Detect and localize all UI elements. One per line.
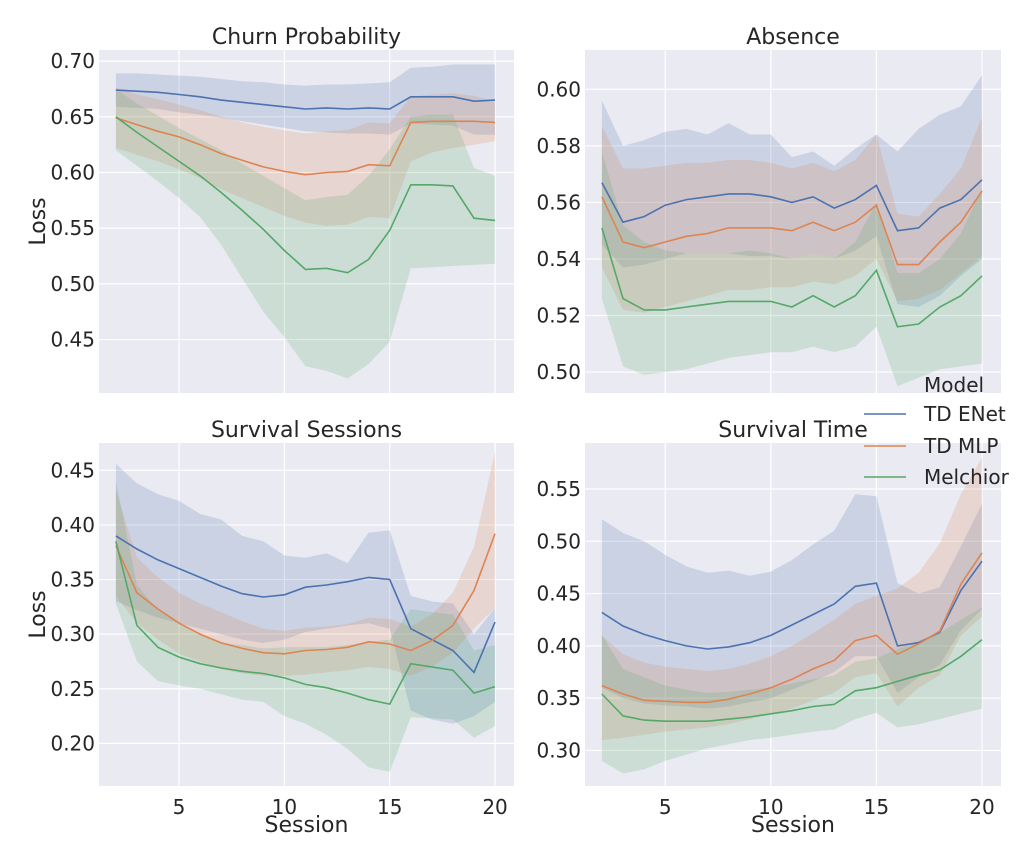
series-line-td-mlp: [601, 552, 983, 704]
confidence-band-td-enet: [115, 463, 496, 724]
y-tick-label: 0.45: [50, 328, 95, 352]
y-tick-label: 0.55: [536, 477, 581, 501]
confidence-band-td-enet: [601, 494, 982, 709]
y-tick-label: 0.56: [536, 190, 581, 214]
y-tick-label: 0.40: [50, 513, 95, 537]
y-tick-label: 0.35: [50, 568, 95, 592]
subplot-grid: 0.45 0.50 0.55 0.60 0.65 0.70 Churn Probabilit…: [26, 25, 1001, 838]
plot-area: [99, 50, 514, 393]
x-tick-label: 10: [758, 795, 783, 819]
series-line-melchior: [115, 541, 496, 706]
y-tick-label: 0.30: [50, 622, 95, 646]
y-tick-label: 0.40: [536, 634, 581, 658]
y-tick-label: 0.35: [536, 686, 581, 710]
plot-area: [585, 50, 1001, 393]
legend-entry-td-mlp: TD MLP: [864, 434, 998, 458]
y-tick-label: 0.52: [536, 304, 581, 328]
series-line-melchior: [601, 227, 983, 328]
subplot-survival-time: 5 10 15 20 0.30 0.35 0.40 0.45 0.50 0.55 Survival …: [536, 418, 1001, 838]
y-tick-label: 0.45: [536, 582, 581, 606]
series-line-td-enet: [115, 535, 496, 674]
confidence-band-melchior: [601, 151, 982, 387]
confidence-band-td-mlp: [601, 457, 982, 740]
subplot-title: Churn Probability: [212, 25, 401, 50]
legend-entry-melchior: Melchior: [864, 465, 1010, 489]
subplot-churn-probability: 0.45 0.50 0.55 0.60 0.65 0.70 Churn Probabilit…: [26, 25, 514, 393]
series-line-melchior: [601, 638, 983, 723]
y-tick-label: 0.30: [536, 738, 581, 762]
legend-label: TD MLP: [923, 434, 998, 458]
x-tick-label: 5: [173, 795, 186, 819]
legend-entry-td-enet: TD ENet: [864, 402, 1006, 426]
subplot-absence: 0.50 0.52 0.54 0.56 0.58 0.60 Absence: [536, 25, 1001, 393]
subplot-survival-sessions: 5 10 15 20 0.20 0.25 0.30 0.35 0.40 0.45 Survival …: [26, 418, 514, 838]
x-tick-label: 10: [272, 795, 297, 819]
y-tick-label: 0.50: [536, 360, 581, 384]
y-tick-label: 0.70: [50, 49, 95, 73]
series-line-td-enet: [115, 89, 496, 110]
subplot-title: Survival Time: [718, 418, 868, 443]
series-line-td-mlp: [601, 190, 983, 266]
y-tick-label: 0.60: [536, 77, 581, 101]
confidence-band-td-mlp: [115, 87, 496, 227]
y-tick-label: 0.45: [50, 458, 95, 482]
confidence-band-td-mlp: [115, 451, 496, 676]
legend-label: TD ENet: [923, 402, 1006, 426]
legend: Model TD ENet TD MLP Melchior: [864, 373, 1010, 489]
x-axis-label: Session: [265, 813, 349, 838]
series-line-melchior: [115, 116, 496, 274]
plot-area: [585, 443, 1001, 786]
y-tick-label: 0.55: [50, 216, 95, 240]
confidence-band-melchior: [601, 607, 982, 774]
confidence-band-td-enet: [115, 64, 496, 135]
x-tick-label: 15: [864, 795, 889, 819]
x-tick-label: 15: [377, 795, 402, 819]
series-line-td-enet: [601, 179, 983, 232]
subplot-title: Absence: [746, 25, 840, 50]
y-axis-label: Loss: [26, 590, 51, 638]
legend-label: Melchior: [924, 465, 1010, 489]
legend-title: Model: [924, 373, 984, 397]
subplot-title: Survival Sessions: [211, 418, 402, 443]
plot-area: [99, 443, 514, 786]
y-axis-label: Loss: [26, 197, 51, 245]
y-tick-label: 0.54: [536, 247, 581, 271]
series-line-td-mlp: [115, 117, 496, 176]
confidence-band-td-enet: [601, 75, 982, 307]
y-tick-label: 0.20: [50, 731, 95, 755]
y-tick-label: 0.65: [50, 105, 95, 129]
confidence-band-melchior: [115, 89, 496, 379]
y-tick-label: 0.50: [50, 272, 95, 296]
y-tick-label: 0.50: [536, 529, 581, 553]
x-tick-label: 20: [482, 795, 507, 819]
series-line-td-mlp: [115, 533, 496, 655]
x-tick-label: 5: [659, 795, 672, 819]
y-tick-label: 0.60: [50, 161, 95, 185]
confidence-band-melchior: [115, 481, 496, 772]
confidence-band-td-mlp: [601, 117, 982, 313]
x-axis-label: Session: [751, 813, 835, 838]
y-tick-label: 0.25: [50, 677, 95, 701]
series-line-td-enet: [601, 560, 983, 650]
x-tick-label: 20: [969, 795, 994, 819]
y-tick-label: 0.58: [536, 134, 581, 158]
